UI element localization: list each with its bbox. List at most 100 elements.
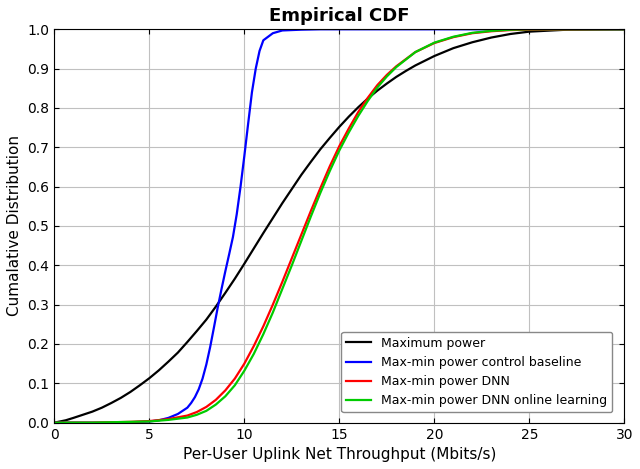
Max-min power control baseline [431, 26, 438, 32]
Max-min power DNN online learning [278, 286, 286, 292]
Maximum power [449, 45, 457, 51]
Maximum power [212, 304, 220, 310]
Max-min power DNN online learning [221, 393, 229, 399]
Max-min power DNN online learning [525, 26, 533, 32]
Max-min power control baseline [248, 90, 256, 95]
Max-min power DNN online learning [620, 26, 628, 32]
Maximum power [326, 135, 333, 141]
Maximum power [506, 31, 514, 37]
Max-min power DNN [317, 185, 324, 191]
Max-min power control baseline [202, 362, 210, 367]
Max-min power DNN [212, 397, 220, 403]
Max-min power control baseline [155, 417, 163, 423]
Maximum power [307, 159, 315, 165]
Max-min power DNN [525, 27, 533, 32]
Max-min power control baseline [259, 38, 267, 43]
Max-min power control baseline [237, 184, 244, 189]
Max-min power DNN online learning [488, 28, 495, 34]
Max-min power DNN online learning [202, 408, 210, 414]
Maximum power [383, 81, 390, 86]
Max-min power DNN [355, 109, 362, 115]
Max-min power DNN online learning [364, 98, 372, 104]
Maximum power [164, 359, 172, 364]
Maximum power [51, 420, 58, 425]
Max-min power control baseline [298, 27, 305, 32]
Max-min power control baseline [278, 28, 286, 33]
Max-min power control baseline [233, 212, 241, 217]
Max-min power DNN [488, 29, 495, 34]
Max-min power control baseline [256, 48, 264, 54]
Maximum power [241, 261, 248, 266]
Max-min power DNN [449, 34, 457, 40]
Max-min power DNN [335, 144, 343, 149]
Max-min power DNN [269, 302, 276, 308]
Maximum power [392, 74, 400, 80]
Max-min power DNN online learning [307, 214, 315, 219]
Max-min power DNN online learning [193, 412, 201, 417]
Max-min power DNN [383, 72, 390, 78]
Maximum power [431, 53, 438, 59]
Max-min power DNN [250, 343, 258, 349]
Max-min power DNN online learning [449, 34, 457, 39]
Max-min power control baseline [127, 419, 134, 425]
Max-min power control baseline [244, 121, 252, 127]
Max-min power control baseline [317, 26, 324, 32]
Max-min power DNN [468, 30, 476, 36]
Max-min power control baseline [214, 304, 221, 310]
X-axis label: Per-User Uplink Net Throughput (Mbits/s): Per-User Uplink Net Throughput (Mbits/s) [182, 447, 496, 462]
Max-min power DNN [164, 416, 172, 422]
Max-min power DNN [108, 419, 115, 425]
Max-min power DNN online learning [383, 74, 390, 79]
Max-min power control baseline [51, 420, 58, 425]
Max-min power control baseline [218, 286, 225, 292]
Max-min power DNN online learning [468, 30, 476, 36]
Max-min power DNN [345, 126, 353, 131]
Maximum power [317, 146, 324, 152]
Max-min power DNN [278, 279, 286, 285]
Maximum power [98, 405, 106, 410]
Max-min power DNN [364, 95, 372, 100]
Max-min power control baseline [145, 419, 153, 424]
Max-min power DNN online learning [127, 419, 134, 424]
Max-min power control baseline [206, 344, 214, 350]
Max-min power control baseline [108, 420, 115, 425]
Maximum power [488, 35, 495, 40]
Max-min power DNN online learning [70, 420, 77, 425]
Max-min power control baseline [335, 26, 343, 32]
Max-min power DNN online learning [259, 331, 267, 337]
Max-min power control baseline [195, 386, 203, 392]
Max-min power DNN online learning [145, 419, 153, 424]
Max-min power DNN [506, 27, 514, 33]
Maximum power [174, 350, 182, 356]
Maximum power [117, 395, 125, 401]
Maximum power [364, 96, 372, 101]
Maximum power [136, 382, 144, 388]
Max-min power DNN online learning [51, 420, 58, 425]
Line: Max-min power DNN online learning: Max-min power DNN online learning [54, 29, 624, 423]
Max-min power DNN [231, 376, 239, 381]
Maximum power [155, 368, 163, 373]
Maximum power [250, 246, 258, 251]
Max-min power control baseline [355, 26, 362, 32]
Max-min power DNN online learning [250, 351, 258, 356]
Maximum power [345, 114, 353, 120]
Max-min power DNN [259, 324, 267, 329]
Title: Empirical CDF: Empirical CDF [269, 7, 410, 25]
Max-min power DNN online learning [298, 238, 305, 244]
Maximum power [231, 276, 239, 281]
Max-min power control baseline [164, 415, 172, 421]
Max-min power DNN online learning [269, 310, 276, 315]
Max-min power DNN [51, 420, 58, 425]
Max-min power DNN online learning [506, 27, 514, 32]
Maximum power [62, 417, 70, 423]
Y-axis label: Cumalative Distribution: Cumalative Distribution [7, 136, 22, 317]
Max-min power DNN online learning [88, 420, 96, 425]
Max-min power DNN online learning [374, 85, 381, 91]
Max-min power DNN [241, 361, 248, 366]
Max-min power DNN [374, 83, 381, 88]
Maximum power [221, 290, 229, 295]
Max-min power DNN online learning [212, 402, 220, 408]
Maximum power [525, 29, 533, 34]
Max-min power control baseline [184, 405, 191, 410]
Maximum power [70, 415, 77, 421]
